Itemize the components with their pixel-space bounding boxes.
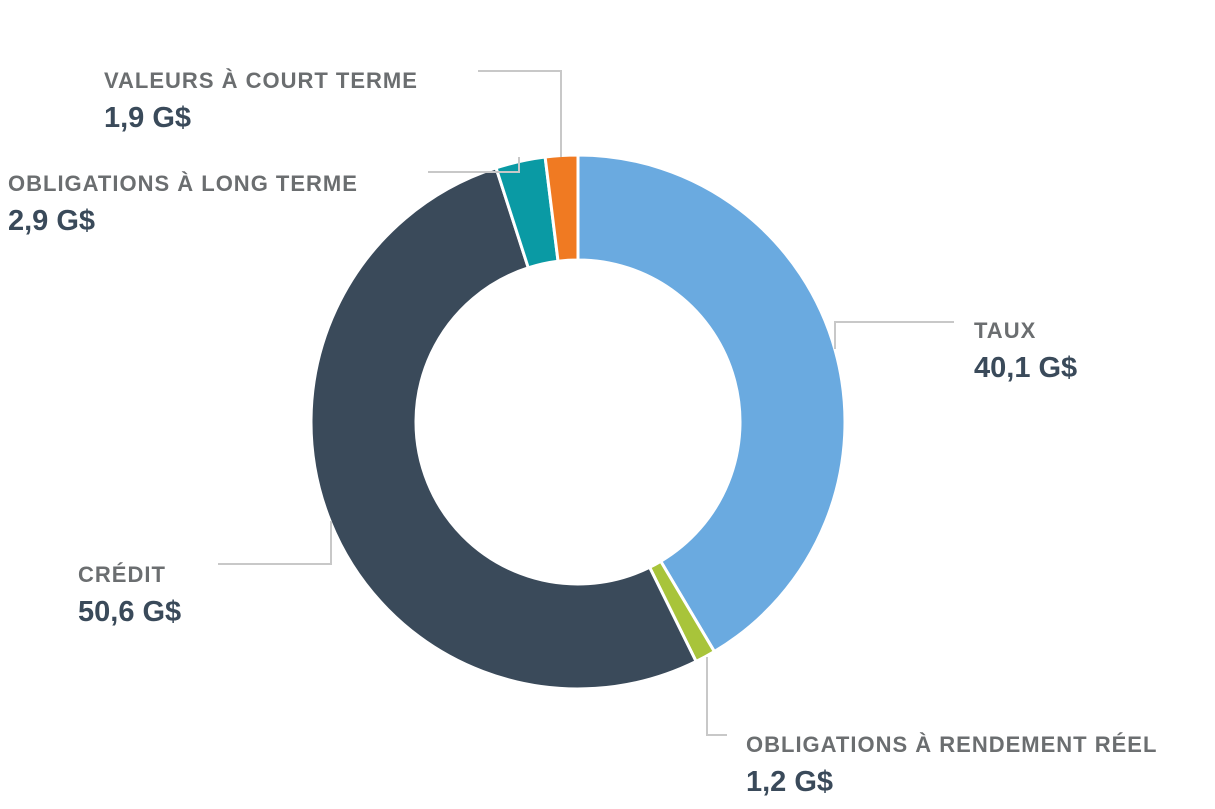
slice-value-label: 40,1 G$ xyxy=(974,352,1078,384)
slice-value-label: 1,2 G$ xyxy=(746,766,834,798)
slice-valeurs-court-terme xyxy=(543,153,580,263)
leader-line-credit xyxy=(218,521,332,565)
slice-category-label: OBLIGATIONS À RENDEMENT RÉEL xyxy=(746,732,1158,757)
slice-value-label: 2,9 G$ xyxy=(8,205,96,237)
slice-category-label: TAUX xyxy=(974,318,1037,343)
label-valeurs-court-terme: VALEURS À COURT TERME 1,9 G$ xyxy=(104,68,418,136)
label-taux: TAUX 40,1 G$ xyxy=(974,318,1077,386)
slice-category-label: CRÉDIT xyxy=(78,562,166,587)
label-credit: CRÉDIT 50,6 G$ xyxy=(78,562,181,630)
label-obligations-long-terme: OBLIGATIONS À LONG TERME 2,9 G$ xyxy=(8,171,358,239)
leader-line-valeurs xyxy=(478,70,562,157)
slice-category-label: OBLIGATIONS À LONG TERME xyxy=(8,171,358,196)
leader-line-taux xyxy=(834,321,954,349)
slice-value-label: 1,9 G$ xyxy=(104,102,192,134)
slice-value-label: 50,6 G$ xyxy=(78,596,182,628)
slice-category-label: VALEURS À COURT TERME xyxy=(104,68,418,93)
label-obligations-rendement-reel: OBLIGATIONS À RENDEMENT RÉEL 1,2 G$ xyxy=(746,732,1157,800)
leader-line-long xyxy=(428,157,520,173)
leader-line-reel xyxy=(706,657,727,736)
slice-taux xyxy=(576,153,847,654)
slice-credit xyxy=(309,166,698,691)
